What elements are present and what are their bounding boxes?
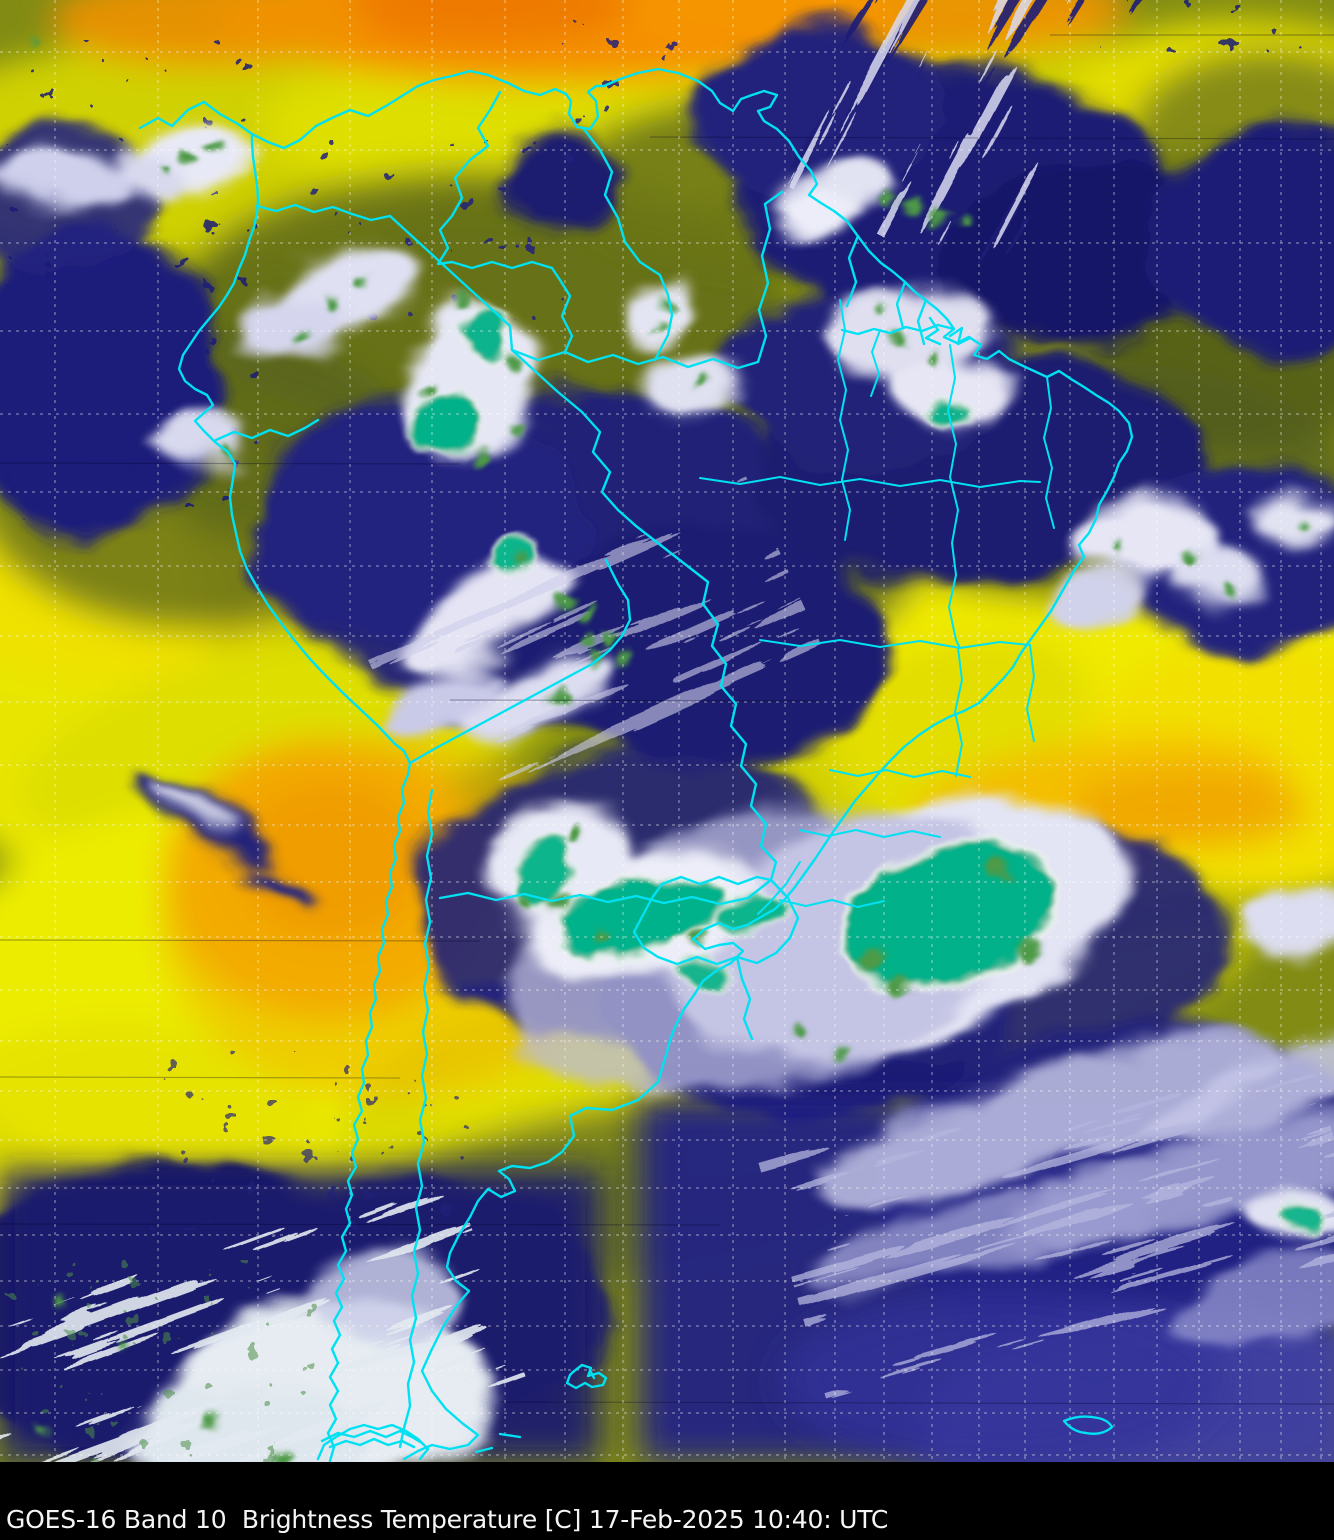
brazil-state-borders [699, 299, 1055, 915]
south-america-coastline-west [177, 134, 412, 1462]
geography-overlay [138, 67, 1134, 1462]
south-georgia-outline [1062, 1415, 1114, 1435]
caption-text: GOES-16 Band 10 Brightness Temperature [… [6, 1505, 889, 1534]
tierra-del-fuego-outline [316, 1423, 522, 1461]
image-seam-artifacts [0, 34, 1334, 1405]
country-borders [214, 90, 928, 1449]
amazon-river [840, 316, 972, 346]
caption-bar: GOES-16 Band 10 Brightness Temperature [… [0, 1462, 1334, 1540]
graticule-meridians [54, 0, 1322, 1462]
graticule-parallels [0, 51, 1334, 1456]
graticule-grid [0, 0, 1334, 1462]
south-america-coastline-east [138, 67, 1134, 1461]
convective-cores [0, 41, 1328, 1462]
falkland-islands-outline [565, 1363, 608, 1390]
chile-argentina-border [398, 788, 434, 1449]
satellite-map-image [0, 0, 1334, 1462]
